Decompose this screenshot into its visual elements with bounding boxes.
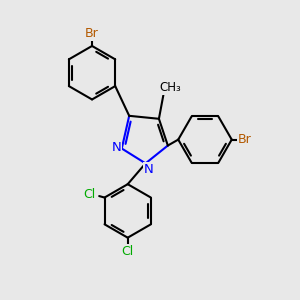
Text: Br: Br <box>85 27 99 40</box>
Text: CH₃: CH₃ <box>159 81 181 94</box>
Text: N: N <box>112 140 121 154</box>
Text: Br: Br <box>238 133 252 146</box>
Text: Cl: Cl <box>122 245 134 258</box>
Text: N: N <box>144 164 153 176</box>
Text: Cl: Cl <box>84 188 96 201</box>
